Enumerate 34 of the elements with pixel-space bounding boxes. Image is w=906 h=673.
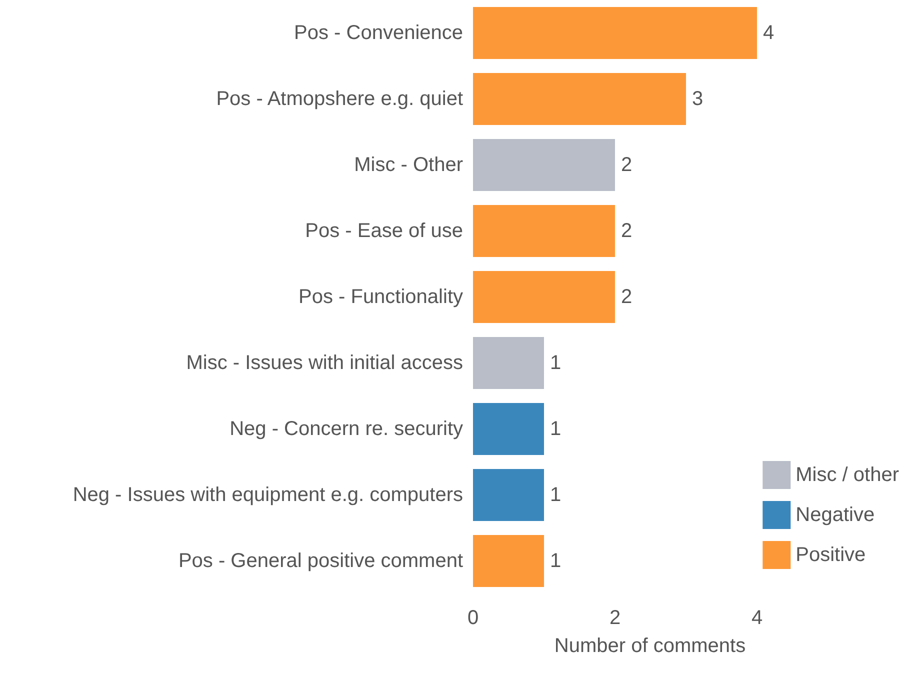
bar	[473, 205, 615, 257]
legend-label: Misc / other	[796, 464, 900, 486]
y-tick-label: Misc - Other	[354, 154, 464, 176]
y-tick-label: Pos - Ease of use	[305, 220, 463, 242]
bar	[473, 535, 544, 587]
bar	[473, 7, 757, 59]
data-label: 1	[550, 418, 562, 440]
y-tick-label: Pos - Atmopshere e.g. quiet	[216, 88, 464, 110]
data-label: 1	[550, 550, 562, 572]
y-tick-label: Misc - Issues with initial access	[186, 352, 463, 374]
data-label: 1	[550, 484, 562, 506]
y-tick-label: Neg - Issues with equipment e.g. computers	[72, 484, 463, 506]
data-label: 2	[621, 220, 632, 242]
y-tick-label: Pos - Convenience	[294, 22, 463, 44]
bar	[473, 139, 615, 191]
legend-label: Negative	[796, 504, 875, 526]
x-axis-title: Number of comments	[554, 635, 746, 657]
data-label: 2	[621, 154, 632, 176]
data-label: 2	[621, 286, 632, 308]
bar	[473, 73, 686, 125]
bar	[473, 271, 615, 323]
legend-label: Positive	[796, 544, 866, 566]
bar	[473, 337, 544, 389]
x-tick-label: 0	[467, 607, 479, 629]
data-label: 4	[763, 22, 774, 44]
bar	[473, 403, 544, 455]
y-tick-label: Pos - Functionality	[298, 286, 463, 308]
data-label: 1	[550, 352, 562, 374]
x-tick-label: 2	[609, 607, 621, 629]
bar	[473, 469, 544, 521]
y-tick-label: Pos - General positive comment	[178, 550, 464, 572]
x-tick-label: 4	[751, 607, 763, 629]
y-tick-label: Neg - Concern re. security	[230, 418, 463, 440]
data-label: 3	[692, 88, 704, 110]
